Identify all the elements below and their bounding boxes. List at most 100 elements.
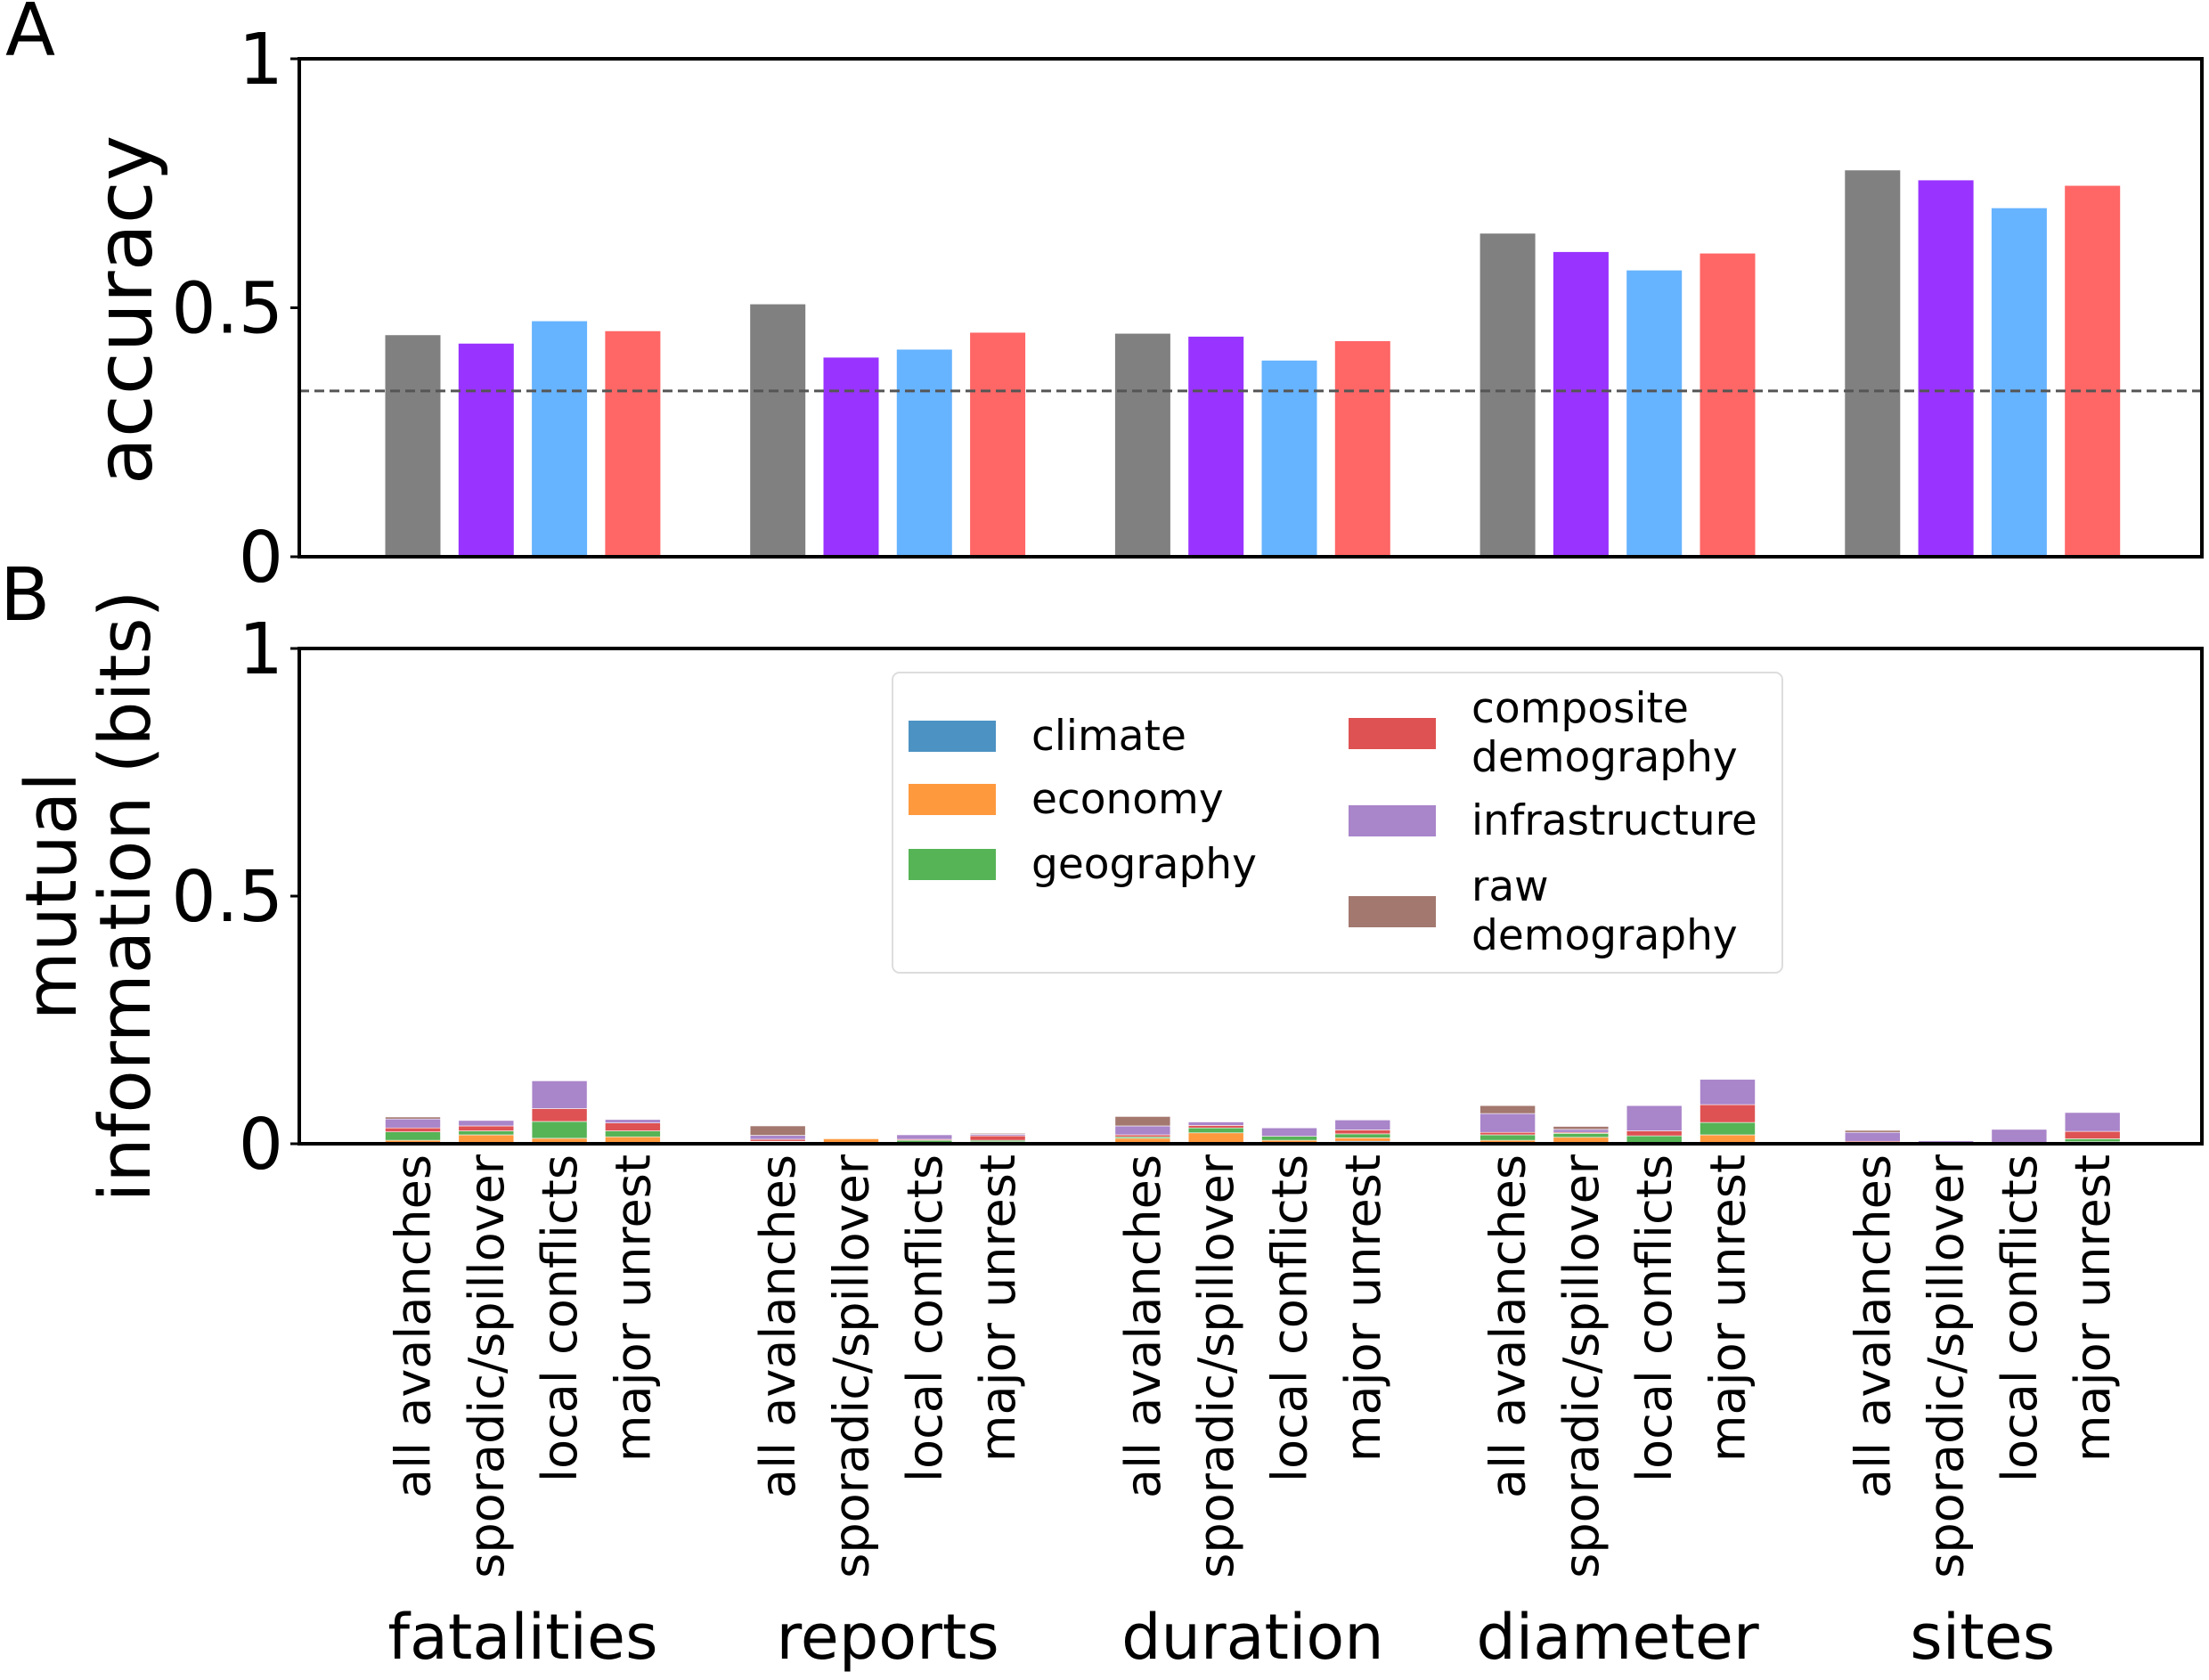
stacked-bar-segment-infrastructure — [531, 1081, 588, 1109]
legend-swatch-economy — [909, 784, 996, 815]
x-tick-label: sporadic/spillover — [459, 1154, 515, 1578]
accuracy-bar — [1991, 208, 2047, 557]
stacked-bar-segment-composite-demography — [749, 1138, 806, 1142]
legend-label-line-2: demography — [1471, 733, 1738, 782]
panel-label-b: B — [0, 553, 50, 638]
x-tick-label: local conflicts — [1262, 1154, 1318, 1482]
stacked-bar-segment-geography — [1261, 1136, 1317, 1141]
x-tick-label: local conflicts — [1626, 1154, 1683, 1482]
accuracy-bar — [1553, 251, 1609, 557]
accuracy-bar — [458, 343, 514, 557]
stacked-bar-segment-raw-demography — [749, 1125, 806, 1136]
stacked-bar-segment-composite-demography — [458, 1125, 515, 1131]
panel-label-a: A — [5, 0, 55, 73]
accuracy-chart: 0 0.5 1 accuracy — [79, 19, 2204, 599]
legend-label: economy — [1031, 775, 1224, 824]
legend-label-line-2: demography — [1471, 911, 1738, 960]
stacked-bar-segment-geography — [1479, 1134, 1536, 1141]
stacked-bar-segment-geography — [385, 1131, 441, 1141]
stacked-bar-segment-infrastructure — [1626, 1105, 1683, 1131]
stacked-bar-segment-raw-demography — [385, 1116, 441, 1120]
stacked-bar-segment-composite-demography — [1334, 1130, 1391, 1135]
stacked-bar-segment-infrastructure — [749, 1135, 806, 1140]
y-tick-label: 0.5 — [171, 856, 283, 938]
stacked-bar-segment-infrastructure — [2064, 1112, 2121, 1132]
x-tick-label: all avalanches — [386, 1154, 442, 1498]
legend-box — [892, 672, 1783, 974]
x-tick-label: major unrest — [2065, 1154, 2121, 1462]
x-tick-label: major unrest — [970, 1154, 1026, 1462]
x-tick-label: sporadic/spillover — [1553, 1154, 1610, 1578]
stacked-bar-segment-geography — [1334, 1133, 1391, 1138]
axes-frame — [298, 57, 2204, 559]
y-tick-label: 0.5 — [171, 268, 283, 350]
stacked-bar-segment-raw-demography — [1845, 1130, 1901, 1133]
y-tick-label: 1 — [239, 19, 283, 101]
stacked-bar-segment-infrastructure — [1991, 1129, 2048, 1143]
x-tick-label: local conflicts — [897, 1154, 953, 1482]
group-label: fatalities — [387, 1601, 657, 1674]
legend: climateeconomygeographycompositedemograp… — [892, 672, 1783, 974]
stacked-bar-segment-composite-demography — [385, 1127, 441, 1132]
stacked-bar-segment-infrastructure — [458, 1120, 515, 1127]
stacked-bar-segment-geography — [531, 1121, 588, 1139]
stacked-bar-segment-infrastructure — [1700, 1079, 1756, 1105]
stacked-bar-segment-infrastructure — [385, 1118, 441, 1129]
stacked-bar-segment-geography — [605, 1130, 661, 1138]
stacked-bar-segment-geography — [458, 1130, 515, 1136]
x-tick-label: all avalanches — [1115, 1154, 1171, 1498]
stacked-bar-segment-infrastructure — [605, 1119, 661, 1123]
stacked-bar-segment-infrastructure — [896, 1134, 953, 1140]
stacked-bar-segment-raw-demography — [1918, 1139, 1974, 1141]
legend-swatch-infrastructure — [1349, 805, 1436, 836]
x-tick-label: major unrest — [1700, 1154, 1757, 1462]
x-tick-label: major unrest — [1335, 1154, 1391, 1462]
group-label: reports — [777, 1601, 999, 1674]
stacked-bar-segment-geography — [1700, 1121, 1756, 1136]
y-axis-label-line-1: mutual — [11, 772, 93, 1020]
legend-swatch-composite-demography — [1349, 718, 1436, 749]
accuracy-bar — [1188, 336, 1244, 557]
accuracy-bar — [1334, 340, 1390, 557]
x-tick-label: sporadic/spillover — [1919, 1154, 1975, 1578]
stacked-bar-segment-composite-demography — [1479, 1131, 1536, 1136]
accuracy-bar — [1479, 233, 1536, 557]
accuracy-bar — [1261, 360, 1317, 557]
legend-label: infrastructure — [1471, 796, 1757, 845]
accuracy-bar — [385, 335, 441, 557]
stacked-bar-segment-composite-demography — [1114, 1134, 1171, 1138]
stacked-bar-segment-infrastructure — [1261, 1127, 1317, 1137]
stacked-bar-segment-infrastructure — [1845, 1131, 1901, 1142]
y-tick-label: 0 — [239, 517, 283, 599]
stacked-bar-segment-geography — [2064, 1138, 2121, 1143]
group-label: duration — [1121, 1601, 1384, 1674]
y-axis-label-line-2: information (bits) — [85, 591, 167, 1203]
legend-label-line-1: composite — [1471, 684, 1689, 733]
legend-swatch-climate — [909, 721, 996, 752]
legend-label: climate — [1031, 712, 1186, 761]
accuracy-bar — [1626, 270, 1683, 557]
accuracy-bar — [2065, 185, 2121, 558]
stacked-bar-segment-composite-demography — [969, 1135, 1026, 1141]
accuracy-bar — [750, 304, 806, 557]
y-axis-label: accuracy — [79, 135, 170, 485]
x-tick-label: major unrest — [605, 1154, 661, 1462]
stacked-bar-segment-infrastructure — [1479, 1113, 1536, 1133]
accuracy-bar — [605, 330, 661, 557]
stacked-bar-segment-raw-demography — [1114, 1116, 1171, 1127]
accuracy-bar — [970, 332, 1026, 557]
stacked-bar-segment-economy — [1334, 1138, 1391, 1142]
legend-label: geography — [1031, 840, 1257, 889]
accuracy-bar — [896, 349, 952, 557]
stacked-bar-segment-composite-demography — [1626, 1130, 1683, 1137]
stacked-bar-segment-composite-demography — [531, 1108, 588, 1122]
accuracy-bar — [1700, 253, 1756, 557]
stacked-bar-segment-raw-demography — [1479, 1105, 1536, 1114]
group-label: sites — [1910, 1601, 2055, 1674]
group-label: diameter — [1476, 1601, 1759, 1674]
stacked-bar-segment-composite-demography — [1187, 1125, 1244, 1129]
stacked-bar-segment-composite-demography — [605, 1122, 661, 1131]
accuracy-bar — [1845, 170, 1901, 557]
x-tick-label: all avalanches — [1480, 1154, 1537, 1498]
axes-frame — [298, 647, 2204, 1146]
